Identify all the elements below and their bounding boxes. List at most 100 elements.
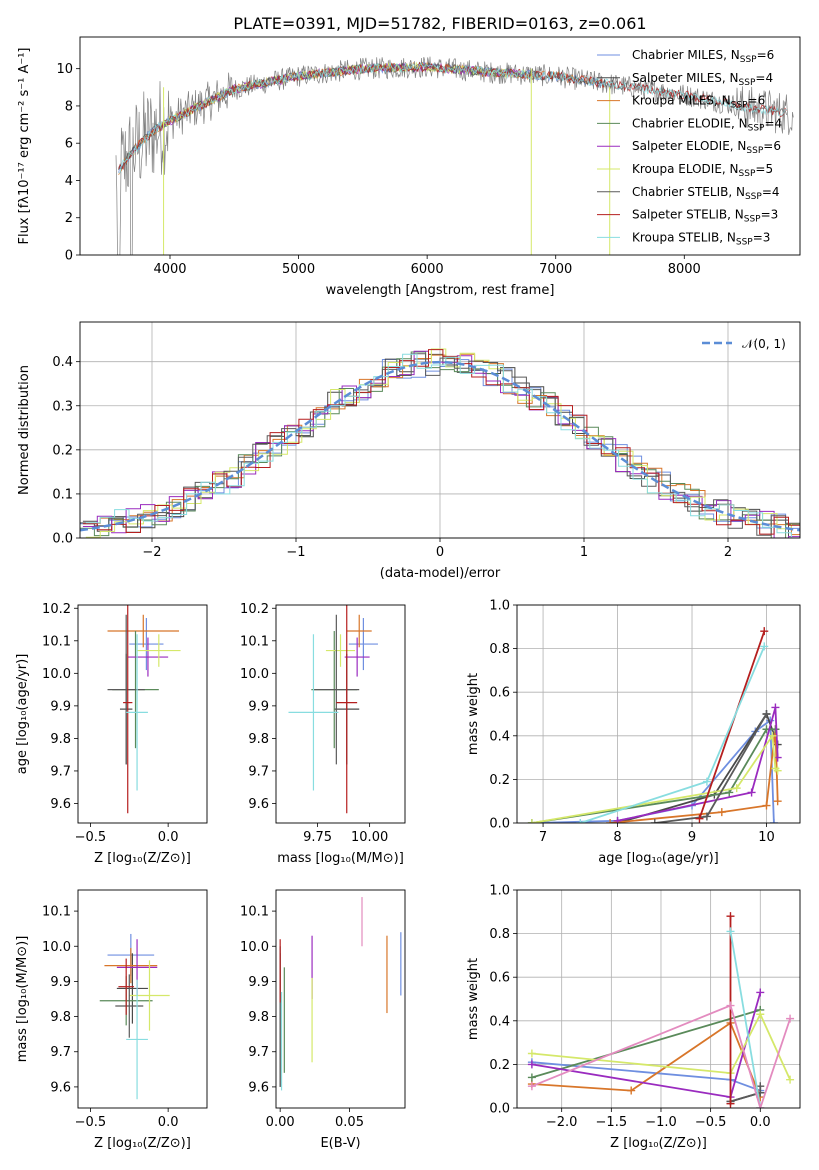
weight-marker: [771, 703, 780, 712]
weight-marker: [576, 819, 585, 823]
y-tick-label: 6: [65, 137, 73, 152]
plot-area: [99, 933, 170, 1100]
y-tick-label: 0.4: [489, 1014, 510, 1029]
plot-area: [527, 912, 795, 1108]
weight-series: [531, 1004, 791, 1108]
x-tick-label: 0.0: [158, 830, 179, 845]
y-tick-label: 10.0: [42, 940, 71, 955]
legend-label: Chabrier STELIB, NSSP=4: [632, 185, 780, 202]
y-tick-label: 9.6: [50, 797, 71, 812]
x-tick-label: 7: [539, 830, 547, 845]
y-axis-label: mass [log₁₀(M/M⊙)]: [15, 936, 30, 1063]
y-axis-label: Flux [fλ10⁻¹⁷ erg cm⁻² s⁻¹ A⁻¹]: [17, 48, 32, 245]
x-tick-label: 1: [580, 545, 588, 560]
y-tick-label: 10: [56, 62, 73, 77]
weight-marker: [726, 1099, 735, 1108]
x-tick-label: 0.0: [158, 1115, 179, 1130]
y-tick-label: 10.0: [240, 940, 269, 955]
weight-series: [531, 1012, 791, 1081]
weight-marker: [786, 1014, 795, 1023]
x-tick-label: 0: [436, 545, 444, 560]
x-tick-label: −1: [286, 545, 305, 560]
legend-subscript: SSP: [746, 146, 763, 156]
panel-weight_vs_age: 7 8 9 10 0.0 0.2 0.4 0.6 0.8 1.0 age [log₁₀(age/yr…: [466, 599, 801, 866]
histogram-series: [85, 353, 800, 538]
axes-frame: [516, 604, 801, 824]
plot-area: [527, 627, 782, 823]
y-tick-label: 10.0: [42, 667, 71, 682]
gaussian-curve: [80, 360, 800, 532]
y-tick-label: 0.6: [489, 971, 510, 986]
plot-area: [115, 56, 794, 255]
plot-area: [288, 605, 378, 814]
plot-area: [279, 897, 402, 1091]
weight-marker: [773, 797, 782, 806]
y-tick-label: 0.6: [489, 686, 510, 701]
x-tick-label: 7000: [539, 262, 572, 277]
y-tick-label: 2: [65, 211, 73, 226]
weight-marker: [606, 819, 615, 823]
weight-marker: [786, 1075, 795, 1084]
x-tick-label: 10.00: [351, 830, 388, 845]
y-tick-label: 0.1: [52, 487, 73, 502]
weight-marker: [613, 816, 622, 823]
weight-series: [610, 729, 779, 823]
weight-marker: [760, 627, 769, 636]
histogram-series: [85, 348, 800, 538]
legend-count: =4: [762, 185, 780, 199]
legend-subscript: SSP: [731, 101, 748, 111]
x-tick-label: −0.5: [75, 1115, 107, 1130]
legend-count: =6: [748, 94, 766, 108]
y-tick-label: 9.8: [248, 1010, 269, 1025]
legend-subscript: SSP: [744, 215, 761, 225]
weight-marker: [768, 731, 777, 740]
y-axis-label: mass weight: [466, 958, 481, 1040]
y-tick-label: 0.8: [489, 927, 510, 942]
y-tick-label: 1.0: [489, 884, 510, 899]
x-axis-label: Z [log₁₀(Z/Z⊙)]: [610, 1136, 707, 1151]
model-spectrum: [118, 62, 787, 174]
legend-subscript: SSP: [740, 55, 757, 65]
legend-count: =4: [764, 116, 782, 130]
axes-frame: [275, 889, 406, 1109]
y-tick-label: 0: [65, 249, 73, 264]
x-tick-label: 9.75: [303, 830, 332, 845]
panel-spectrum: 4000 5000 6000 7000 8000 0 2 4 6 8 10 wavelength [A…: [17, 36, 801, 298]
weight-marker: [726, 927, 735, 936]
y-tick-label: 0.0: [52, 532, 73, 547]
y-tick-label: 9.7: [50, 1045, 71, 1060]
figure-title: PLATE=0391, MJD=51782, FIBERID=0163, z=0…: [233, 14, 646, 33]
legend-count: =3: [753, 230, 771, 244]
legend-label: Kroupa MILES, NSSP=6: [632, 94, 765, 111]
legend-count: =6: [757, 48, 775, 62]
weight-series: [531, 1009, 761, 1079]
plot-area: [107, 605, 181, 814]
y-tick-label: 10.1: [42, 634, 71, 649]
legend-label: Salpeter ELODIE, NSSP=6: [632, 139, 781, 156]
model-spectrum: [118, 61, 787, 171]
plot-area: [80, 348, 800, 538]
weight-marker: [527, 1049, 536, 1058]
legend-label: Kroupa STELIB, NSSP=3: [632, 230, 770, 247]
panel-residuals: −2 −1 0 1 2 0.0 0.1 0.2 0.3 0.4 (data-model)/error…: [17, 321, 801, 581]
x-axis-label: E(B-V): [320, 1136, 360, 1151]
legend-subscript: SSP: [745, 192, 762, 202]
panel-weight_vs_Z: −2.0 −1.5 −1.0 −0.5 0.0 0.0 0.2 0.4 0.6 0.8 1.0 Z […: [466, 884, 801, 1151]
x-axis-label: Z [log₁₀(Z/Z⊙)]: [94, 1136, 191, 1151]
y-tick-label: 9.6: [248, 1080, 269, 1095]
axes-frame: [275, 604, 406, 824]
legend-label: Salpeter MILES, NSSP=4: [632, 71, 773, 88]
weight-marker: [769, 819, 778, 823]
legend-subscript: SSP: [739, 169, 756, 179]
y-tick-label: 9.7: [248, 1045, 269, 1060]
y-axis-label: age [log₁₀(age/yr)]: [15, 654, 30, 775]
legend-subscript: SSP: [739, 78, 756, 88]
x-tick-label: 4000: [153, 262, 186, 277]
weight-series: [729, 931, 762, 1108]
axes-frame: [516, 889, 801, 1109]
legend-count: =3: [761, 208, 779, 222]
y-tick-label: 9.8: [50, 1010, 71, 1025]
x-tick-label: −2: [142, 545, 161, 560]
x-tick-label: 0.05: [335, 1115, 364, 1130]
